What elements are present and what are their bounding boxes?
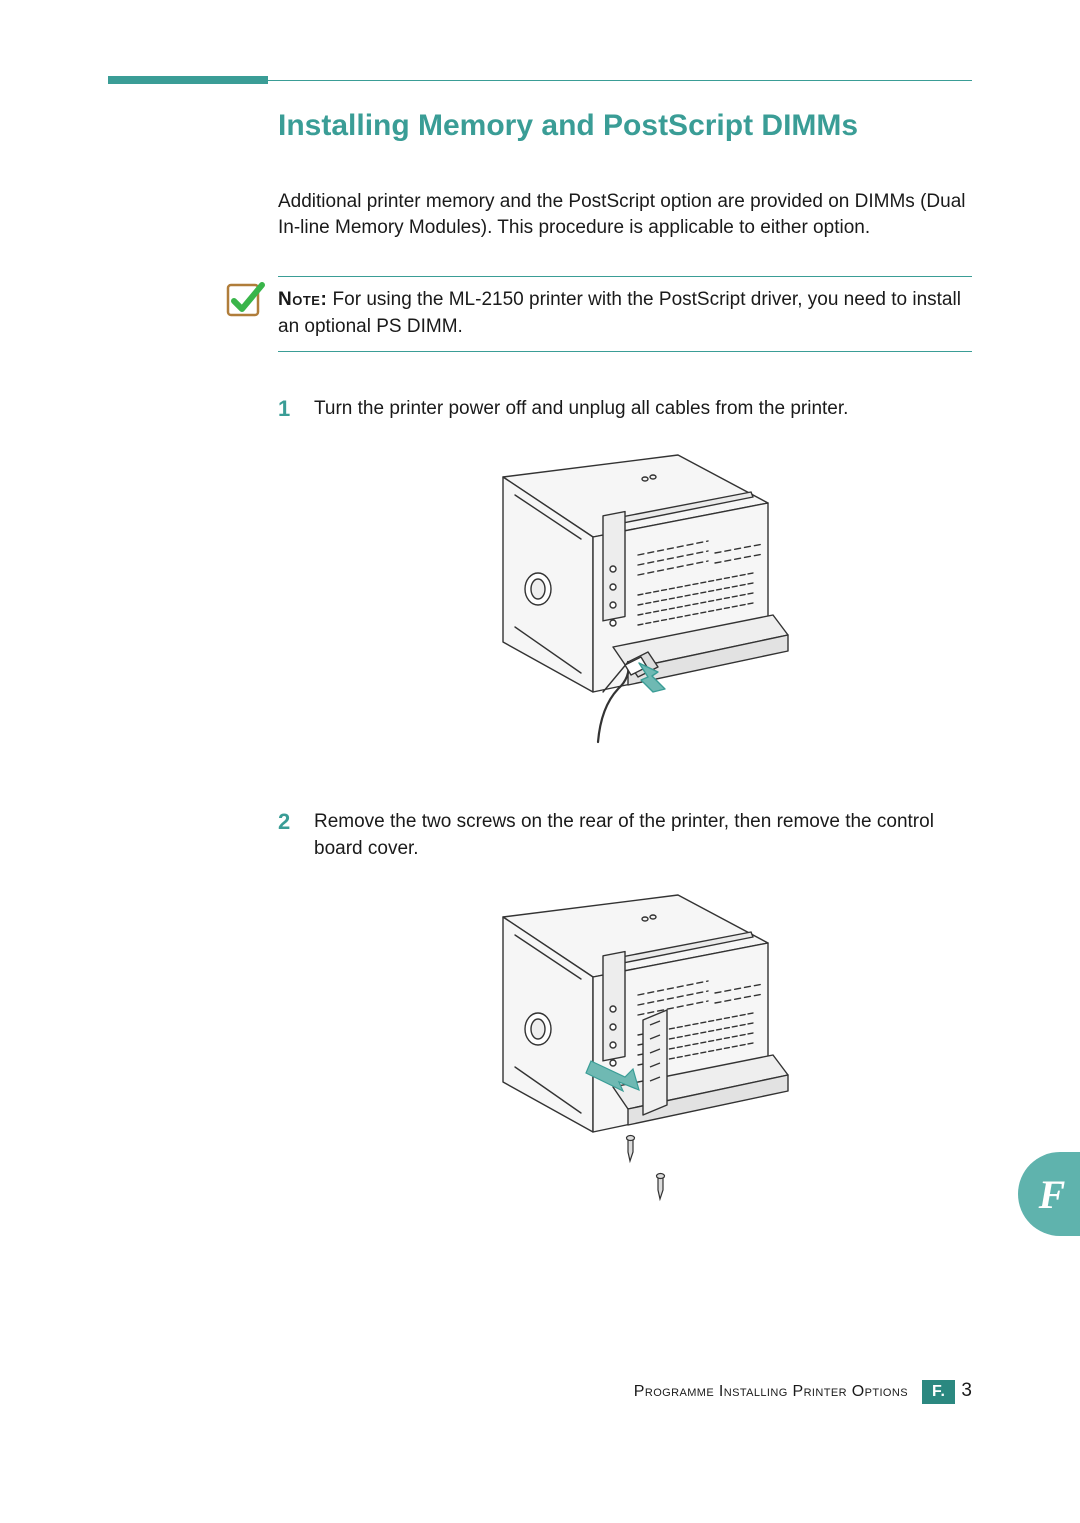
page-footer: Programme Installing Printer Options F. 3 xyxy=(100,1380,972,1404)
header-rule xyxy=(108,80,972,89)
page-container: Installing Memory and PostScript DIMMs A… xyxy=(0,0,1080,1207)
note-icon xyxy=(222,279,266,326)
step-1: 1 Turn the printer power off and unplug … xyxy=(278,396,972,423)
footer-page-number: 3 xyxy=(961,1380,972,1402)
intro-paragraph: Additional printer memory and the PostSc… xyxy=(278,189,972,243)
note-label: Note: xyxy=(278,289,327,310)
footer-page-badge: F. 3 xyxy=(922,1380,972,1404)
footer-badge-prefix: F. xyxy=(922,1380,955,1404)
step-text: Remove the two screws on the rear of the… xyxy=(314,809,972,863)
printer-remove-cover-illustration xyxy=(453,877,798,1207)
printer-unplug-illustration xyxy=(453,437,798,757)
footer-chapter-title: Programme Installing Printer Options xyxy=(634,1383,908,1401)
side-tab-letter: F xyxy=(1039,1171,1066,1218)
step-text: Turn the printer power off and unplug al… xyxy=(314,396,848,423)
rule-thick xyxy=(108,76,268,84)
note-body: For using the ML-2150 printer with the P… xyxy=(278,289,961,337)
page-title: Installing Memory and PostScript DIMMs xyxy=(278,107,972,145)
note-block: Note: For using the ML-2150 printer with… xyxy=(278,276,972,351)
content-column: Installing Memory and PostScript DIMMs A… xyxy=(278,107,972,1207)
note-text: Note: For using the ML-2150 printer with… xyxy=(278,287,972,340)
step-number: 2 xyxy=(278,809,296,835)
figure-2 xyxy=(278,877,972,1207)
step-number: 1 xyxy=(278,396,296,422)
figure-1 xyxy=(278,437,972,757)
step-2: 2 Remove the two screws on the rear of t… xyxy=(278,809,972,863)
